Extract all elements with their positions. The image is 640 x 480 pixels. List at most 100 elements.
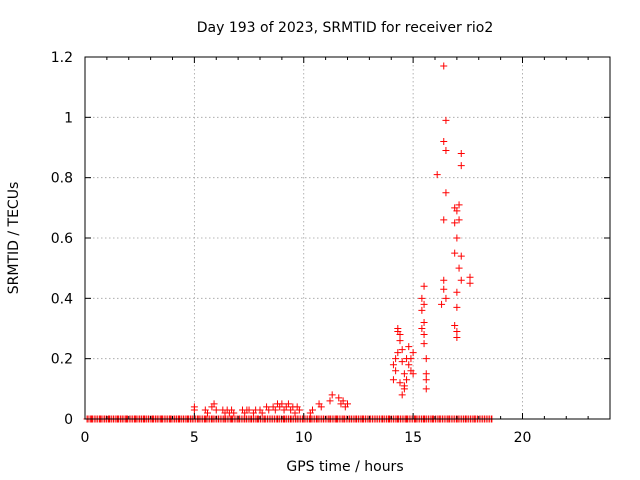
data-point — [420, 331, 428, 339]
data-point — [453, 328, 461, 336]
data-point — [339, 397, 347, 405]
data-point — [440, 62, 448, 70]
data-point — [389, 361, 397, 369]
data-point — [291, 409, 299, 417]
data-point — [466, 279, 474, 287]
data-point — [328, 391, 336, 399]
data-point — [453, 207, 461, 215]
data-point — [455, 201, 463, 209]
data-point — [440, 137, 448, 145]
y-tick-label: 0 — [64, 412, 73, 428]
data-point — [418, 294, 426, 302]
data-point — [420, 340, 428, 348]
data-point — [245, 406, 253, 414]
data-point — [422, 370, 430, 378]
x-tick-label: 5 — [190, 430, 199, 446]
data-point — [451, 321, 459, 329]
data-point — [278, 400, 286, 408]
data-point — [295, 406, 303, 414]
data-point — [400, 370, 408, 378]
data-point — [400, 382, 408, 390]
grid-lines — [85, 57, 610, 419]
data-point — [389, 376, 397, 384]
data-point — [258, 409, 266, 417]
data-point — [422, 385, 430, 393]
data-point — [442, 147, 450, 155]
data-point — [418, 306, 426, 314]
data-point — [453, 334, 461, 342]
data-point — [403, 376, 411, 384]
data-point — [457, 276, 465, 284]
data-point — [405, 343, 413, 351]
y-tick-label: 0.2 — [51, 352, 73, 368]
data-points — [83, 62, 496, 423]
y-tick-label: 1.2 — [51, 50, 73, 66]
data-point — [457, 150, 465, 158]
data-point — [230, 409, 238, 417]
x-tick-label: 10 — [295, 430, 313, 446]
data-point — [394, 349, 402, 357]
data-point — [420, 318, 428, 326]
data-point — [344, 400, 351, 408]
data-point — [420, 282, 428, 290]
axis-ticks: 0 5 10 15 20 0 0.2 0.4 0.6 0.8 1 1.2 — [51, 50, 610, 446]
data-point — [409, 370, 417, 378]
data-point — [398, 358, 406, 366]
data-point — [396, 379, 404, 387]
data-point — [451, 219, 459, 227]
data-point — [396, 337, 404, 345]
data-point — [438, 300, 446, 308]
data-point — [335, 394, 343, 402]
chart-title: Day 193 of 2023, SRMTID for receiver rio… — [197, 20, 494, 36]
data-point — [420, 300, 428, 308]
y-tick-label: 0.6 — [51, 231, 73, 247]
data-point — [309, 406, 316, 414]
data-point — [466, 273, 474, 281]
data-point — [457, 252, 465, 260]
x-tick-label: 20 — [514, 430, 532, 446]
data-point — [398, 391, 406, 399]
data-point — [453, 234, 461, 242]
data-point — [440, 285, 448, 293]
data-point — [457, 162, 465, 170]
plot-frame — [84, 56, 611, 420]
data-point — [455, 216, 463, 224]
x-tick-label: 15 — [404, 430, 422, 446]
data-point — [453, 303, 461, 311]
data-point — [284, 400, 292, 408]
y-tick-label: 0.8 — [51, 171, 73, 187]
data-point — [440, 216, 448, 224]
data-point — [455, 264, 463, 272]
x-axis-label: GPS time / hours — [286, 459, 403, 475]
data-point — [326, 397, 334, 405]
data-point — [204, 409, 211, 417]
data-point — [422, 376, 430, 384]
data-point — [405, 361, 413, 369]
data-point — [407, 355, 415, 363]
data-point — [453, 288, 461, 296]
data-point — [398, 346, 406, 354]
data-point — [392, 367, 400, 375]
data-point — [433, 171, 441, 179]
data-point — [212, 406, 220, 414]
data-point — [392, 355, 400, 363]
data-point — [394, 325, 402, 332]
data-point — [442, 294, 450, 302]
data-point — [409, 349, 417, 357]
data-point — [271, 406, 279, 414]
data-point — [442, 189, 450, 197]
data-point — [442, 116, 450, 124]
data-point — [190, 403, 198, 411]
data-point — [265, 406, 273, 414]
y-tick-label: 1 — [64, 110, 73, 126]
x-tick-label: 0 — [81, 430, 90, 446]
data-point — [440, 276, 448, 284]
data-point — [317, 403, 325, 411]
data-point — [451, 249, 459, 257]
data-point — [210, 400, 218, 408]
data-point — [418, 325, 426, 332]
data-point — [396, 331, 404, 339]
y-tick-label: 0.4 — [51, 291, 73, 307]
y-axis-label: SRMTID / TECUs — [6, 182, 22, 295]
